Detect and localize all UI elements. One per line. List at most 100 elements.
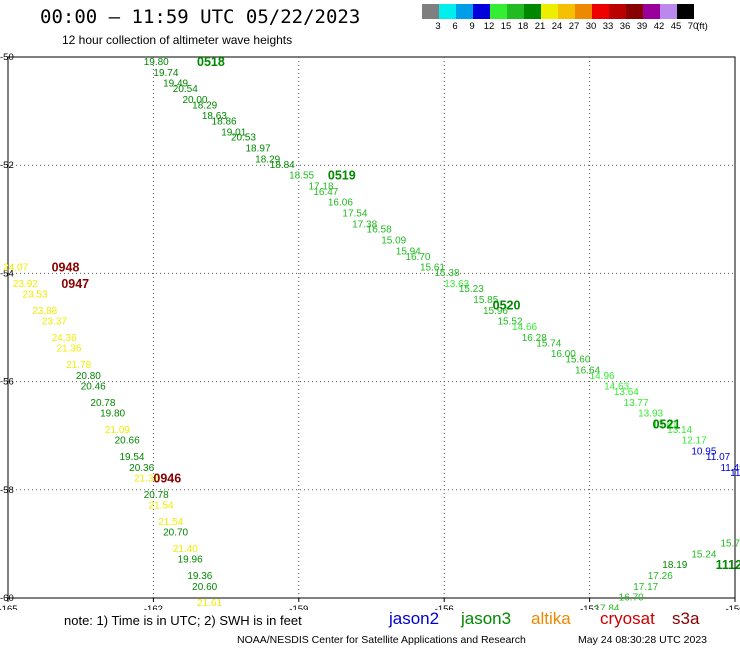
legend-label: 21 — [534, 21, 546, 32]
legend-label: 27 — [568, 21, 580, 32]
lon-tick-label: -156 — [435, 604, 454, 610]
wave-height-value: 15.74 — [536, 338, 561, 349]
wave-height-value: 24.07 — [3, 263, 28, 274]
wave-height-value: 10.95 — [691, 447, 716, 458]
wave-height-value: 24.36 — [52, 333, 77, 344]
wave-height-value: 20.46 — [81, 382, 106, 393]
wave-height-value: 15.61 — [420, 263, 445, 274]
wave-height-value: 13.63 — [444, 279, 469, 290]
wave-height-value: 20.36 — [129, 463, 154, 474]
wave-height-value: 21.09 — [105, 425, 130, 436]
wave-height-value: 15.23 — [459, 284, 484, 295]
wave-height-value: 17.18 — [308, 181, 333, 192]
pass-time-label: 0947 — [61, 277, 89, 291]
page-subtitle: 12 hour collection of altimeter wave hei… — [62, 33, 293, 47]
wave-height-value: 21.54 — [149, 501, 174, 512]
wave-height-value: 14.96 — [590, 371, 615, 382]
wave-height-value: 11.20 — [730, 468, 740, 479]
legend-label: 70 — [687, 21, 699, 32]
wave-height-value: 19.01 — [221, 127, 246, 138]
track-pass-0518-0521: 19.8019.7419.4920.5420.0018.2918.6318.86… — [144, 55, 740, 479]
lon-tick-label: -165 — [0, 604, 18, 610]
wave-height-value: 16.70 — [405, 252, 430, 263]
legend-swatch — [541, 4, 558, 19]
legend-label: 36 — [619, 21, 631, 32]
legend-swatch — [592, 4, 609, 19]
lon-tick-label: -162 — [144, 604, 163, 610]
wave-height-value: 21.38 — [134, 474, 159, 485]
wave-height-value: 20.53 — [231, 133, 256, 144]
map-grid — [7, 56, 736, 602]
wave-height-value: 17.54 — [342, 208, 367, 219]
pass-time-label: 0518 — [197, 55, 225, 69]
wave-height-value: 15.85 — [473, 295, 498, 306]
wave-height-value: 21.61 — [197, 598, 222, 609]
wave-height-value: 18.84 — [270, 160, 295, 171]
lon-tick-label: -159 — [289, 604, 308, 610]
wave-height-value: 18.86 — [212, 117, 237, 128]
wave-height-value: 21.78 — [66, 360, 91, 371]
pass-time-label: 0946 — [153, 472, 181, 486]
footer-note: note: 1) Time is in UTC; 2) SWH is in fe… — [64, 613, 302, 628]
legend-swatch — [609, 4, 626, 19]
wave-height-value: 14.63 — [604, 382, 629, 393]
wave-height-value: 21.40 — [173, 544, 198, 555]
legend-swatch — [524, 4, 541, 19]
wave-height-value: 16.47 — [313, 187, 338, 198]
wave-height-value: 11.07 — [706, 452, 731, 463]
wave-height-value: 23.88 — [32, 306, 57, 317]
wave-height-value: 17.38 — [352, 219, 377, 230]
legend-swatch — [575, 4, 592, 19]
wave-height-value: 19.49 — [163, 79, 188, 90]
legend-swatch — [558, 4, 575, 19]
pass-time-label: 0948 — [52, 261, 80, 275]
wave-height-value: 20.54 — [173, 84, 198, 95]
legend-swatch — [660, 4, 677, 19]
satellite-cryosat: cryosat — [600, 609, 655, 628]
lat-tick-label: -50 — [0, 52, 14, 63]
legend-label: 39 — [636, 21, 648, 32]
wave-height-value: 20.00 — [182, 95, 207, 106]
wave-height-value: 20.78 — [90, 398, 115, 409]
legend-swatch — [439, 4, 456, 19]
legend-label: 15 — [500, 21, 512, 32]
lon-tick-label: -153 — [580, 604, 599, 610]
wave-height-value: 13.93 — [638, 409, 663, 420]
wave-height-value: 23.37 — [42, 317, 67, 328]
wave-height-value: 19.80 — [100, 409, 125, 420]
wave-height-value: 17.26 — [648, 571, 673, 582]
wave-height-value: 13.14 — [667, 425, 692, 436]
legend-label: 6 — [452, 21, 458, 32]
wave-height-value: 23.92 — [13, 279, 38, 290]
wave-height-value: 13.77 — [624, 398, 649, 409]
satellite-altika: altika — [531, 609, 571, 628]
wave-height-value: 15.94 — [396, 246, 421, 257]
lat-tick-label: -56 — [0, 377, 14, 388]
wave-height-marks: 19.8019.7419.4920.5420.0018.2918.6318.86… — [3, 55, 740, 610]
wave-height-value: 20.70 — [163, 528, 188, 539]
wave-height-value: 21.78 — [207, 609, 232, 610]
lat-tick-label: -54 — [0, 268, 14, 279]
page-title: 00:00 — 11:59 UTC 05/22/2023 — [40, 6, 361, 28]
wave-height-value: 18.63 — [202, 111, 227, 122]
legend-label: 18 — [517, 21, 529, 32]
legend-swatch — [456, 4, 473, 19]
wave-height-value: 18.19 — [662, 560, 687, 571]
wave-height-value: 19.54 — [119, 452, 144, 463]
satellite-jason3: jason3 — [461, 609, 512, 628]
wave-height-value: 11.45 — [720, 463, 740, 474]
legend-label: 42 — [653, 21, 665, 32]
generated-timestamp: May 24 08:30:28 UTC 2023 — [578, 634, 707, 646]
wave-height-value: 19.36 — [187, 571, 212, 582]
wave-height-value: 16.58 — [367, 225, 392, 236]
lon-tick-label: -150 — [725, 604, 740, 610]
wave-height-value: 12.17 — [682, 436, 707, 447]
axis-tick-labels: -165 -162 -159 -156 -153 -150 -50 -52 -54 -56 -58 -… — [0, 52, 740, 610]
legend-label: 24 — [551, 21, 563, 32]
legend-swatch — [490, 4, 507, 19]
wave-height-value: 15.76 — [720, 538, 740, 549]
legend-swatch — [473, 4, 490, 19]
satellite-s3a: s3a — [672, 609, 700, 628]
legend-label: 45 — [670, 21, 682, 32]
wave-height-value: 17.84 — [594, 603, 619, 610]
